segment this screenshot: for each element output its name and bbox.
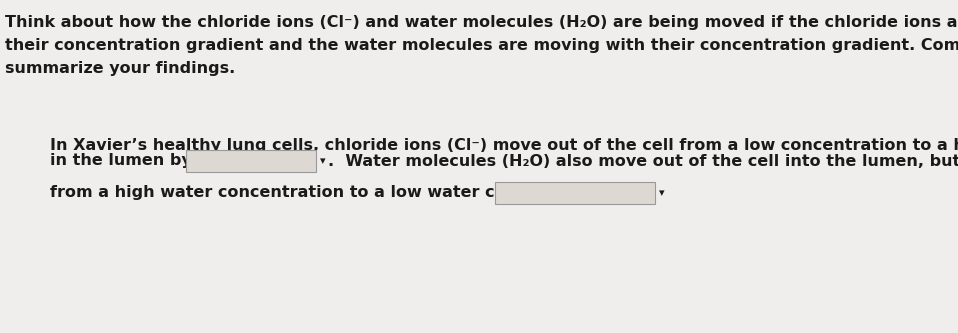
Text: ▾: ▾ [659, 188, 665, 198]
Bar [495, 182, 655, 204]
Bar [186, 150, 316, 172]
Text: in the lumen by: in the lumen by [50, 154, 192, 168]
Text: Think about how the chloride ions (Cl⁻) and water molecules (H₂O) are being move: Think about how the chloride ions (Cl⁻) … [5, 15, 958, 30]
Text: their concentration gradient and the water molecules are moving with their conce: their concentration gradient and the wat… [5, 38, 958, 53]
Text: ▾: ▾ [320, 156, 326, 166]
Text: summarize your findings.: summarize your findings. [5, 61, 236, 76]
Text: In Xavier’s healthy lung cells, chloride ions (Cl⁻) move out of the cell from a : In Xavier’s healthy lung cells, chloride… [50, 138, 958, 153]
Text: from a high water concentration to a low water concentration by: from a high water concentration to a low… [50, 185, 639, 200]
Text: .  Water molecules (H₂O) also move out of the cell into the lumen, but move: . Water molecules (H₂O) also move out of… [328, 154, 958, 168]
